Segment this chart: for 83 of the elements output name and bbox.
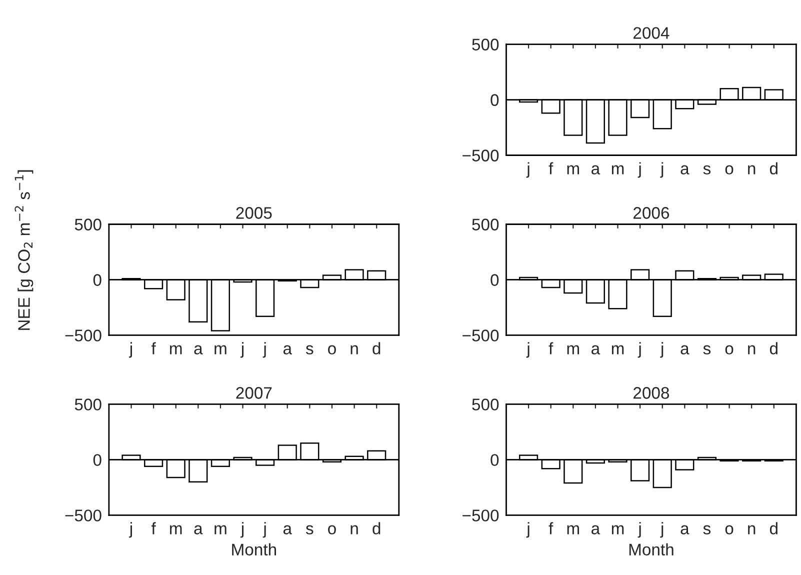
x-tick-label: j: [638, 522, 641, 538]
x-tick-label: s: [306, 525, 314, 534]
chart-title: 2006: [634, 207, 670, 219]
x-tick-label: j: [128, 522, 132, 538]
y-tick-label: 0: [93, 454, 102, 466]
x-tick-label: n: [748, 345, 756, 354]
chart-title: 2004: [634, 27, 670, 39]
x-tick-label: d: [770, 342, 778, 354]
x-tick-label: j: [262, 342, 266, 358]
x-tick-label: s: [703, 525, 711, 534]
x-tick-label: o: [328, 345, 336, 354]
x-tick-label: d: [372, 342, 380, 354]
x-tick-label: m: [612, 525, 624, 534]
x-tick-label: a: [680, 165, 690, 174]
x-tick-label: s: [703, 165, 711, 174]
y-tick-label: 500: [472, 38, 499, 50]
y-tick-label: −500: [65, 510, 102, 522]
y-tick-label: −500: [462, 150, 499, 162]
y-tick-label: 0: [93, 274, 102, 286]
x-tick-label: j: [240, 342, 244, 358]
x-tick-label: f: [548, 342, 554, 354]
x-axis-title: Month: [629, 543, 674, 556]
y-tick-label: 500: [472, 398, 499, 410]
y-axis-title: NEE [g CO$_{2}$ m$^{−2}$ s$^{−1}$]: [14, 170, 34, 330]
x-tick-label: j: [240, 522, 244, 538]
x-tick-label: n: [748, 165, 756, 174]
x-tick-label: f: [548, 522, 554, 534]
x-tick-label: j: [526, 342, 530, 358]
x-tick-label: d: [372, 522, 380, 534]
x-tick-label: a: [592, 165, 600, 174]
x-tick-label: s: [306, 345, 314, 354]
x-tick-label: j: [526, 162, 530, 178]
x-tick-label: o: [725, 345, 734, 354]
x-tick-label: n: [350, 345, 358, 354]
x-tick-label: j: [638, 342, 641, 358]
y-tick-label: −500: [462, 330, 499, 342]
x-tick-label: d: [770, 522, 778, 534]
y-tick-label: 500: [472, 218, 499, 230]
x-tick-label: m: [567, 165, 579, 174]
x-tick-label: m: [170, 525, 182, 534]
x-tick-label: j: [638, 162, 641, 178]
x-tick-label: j: [660, 522, 664, 538]
x-tick-label: m: [612, 165, 624, 174]
y-tick-label: 0: [490, 94, 499, 106]
x-tick-label: f: [548, 162, 554, 174]
x-tick-label: f: [151, 342, 156, 354]
x-axis-title: Month: [232, 543, 276, 556]
y-tick-label: 500: [74, 398, 102, 410]
x-tick-label: a: [194, 345, 203, 354]
y-tick-label: 0: [490, 454, 499, 466]
x-tick-label: j: [660, 342, 664, 358]
x-tick-label: o: [725, 525, 734, 534]
x-tick-label: j: [526, 522, 530, 538]
x-tick-label: s: [703, 345, 711, 354]
chart-title: 2005: [236, 207, 272, 219]
y-tick-label: 500: [74, 218, 102, 230]
x-tick-label: m: [170, 345, 182, 354]
x-tick-label: j: [128, 342, 132, 358]
x-tick-label: d: [770, 162, 778, 174]
x-tick-label: n: [748, 525, 756, 534]
x-tick-label: n: [350, 525, 358, 534]
y-tick-label: −500: [462, 510, 499, 522]
x-tick-label: a: [592, 525, 600, 534]
x-tick-label: a: [194, 525, 203, 534]
x-tick-label: a: [592, 345, 600, 354]
y-tick-label: −500: [65, 330, 102, 342]
x-tick-label: m: [567, 525, 579, 534]
x-tick-label: j: [262, 522, 266, 538]
x-tick-label: a: [283, 345, 292, 354]
x-tick-label: m: [612, 345, 624, 354]
x-tick-label: m: [214, 525, 226, 534]
chart-title: 2008: [634, 387, 670, 399]
x-tick-label: j: [660, 162, 664, 178]
x-tick-label: f: [151, 522, 156, 534]
x-tick-label: a: [283, 525, 292, 534]
x-tick-label: a: [680, 525, 690, 534]
chart-title: 2007: [236, 387, 272, 399]
y-tick-label: 0: [490, 274, 499, 286]
x-tick-label: m: [214, 345, 226, 354]
x-tick-label: m: [567, 345, 579, 354]
x-tick-label: a: [680, 345, 690, 354]
x-tick-label: o: [725, 165, 734, 174]
x-tick-label: o: [328, 525, 336, 534]
